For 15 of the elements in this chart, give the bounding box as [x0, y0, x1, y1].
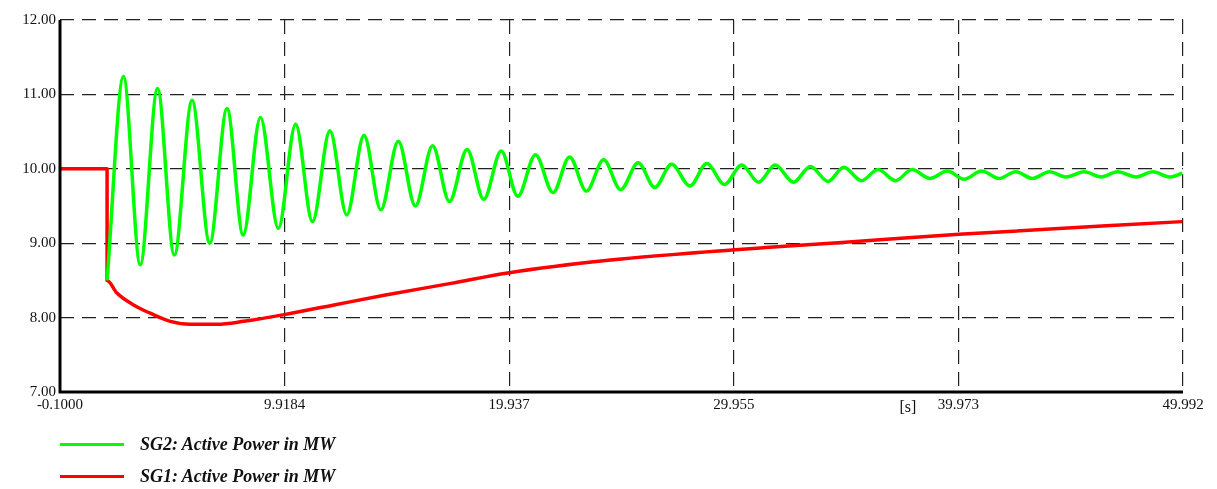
y-tick-label: 12.00: [22, 10, 56, 27]
x-tick-label: 39.973: [937, 395, 980, 412]
x-axis-title: [s]: [899, 398, 917, 416]
legend-label: SG2: Active Power in MW: [140, 433, 336, 455]
x-tick-label: 49.992: [1162, 395, 1204, 412]
y-tick-label: 8.00: [29, 308, 56, 325]
line-series: [105, 74, 1183, 283]
y-tick-label: 10.00: [22, 159, 56, 176]
x-tick-label: 9.9184: [263, 395, 306, 412]
y-tick-label: 9.00: [29, 234, 56, 251]
x-tick-label: 29.955: [713, 395, 755, 412]
legend-label: SG1: Active Power in MW: [140, 465, 336, 487]
line-series: [60, 167, 1183, 327]
x-tick-label: 19.937: [488, 395, 531, 412]
y-tick-label: 11.00: [22, 85, 56, 102]
